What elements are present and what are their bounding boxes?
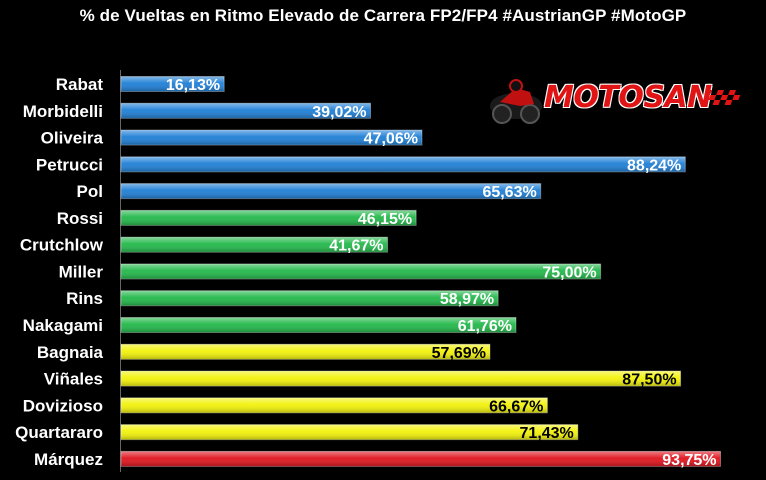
value-label: 46,15% [358, 211, 412, 228]
bar-shine [121, 237, 388, 253]
bar [120, 397, 548, 414]
bar-shine [121, 263, 601, 279]
bar [120, 236, 388, 253]
bar-shine [121, 156, 686, 172]
motosan-logo: MOTOSAN [486, 76, 746, 124]
category-label: Bagnaia [37, 343, 104, 362]
bar [120, 156, 686, 173]
bar [120, 424, 579, 441]
value-label: 16,13% [166, 77, 220, 94]
value-label: 41,67% [329, 238, 383, 255]
value-label: 39,02% [312, 104, 366, 121]
bar [120, 343, 491, 360]
category-label: Pol [77, 182, 103, 201]
bar-shine [121, 451, 721, 467]
category-label: Morbidelli [23, 102, 103, 121]
bar-shine [121, 317, 516, 333]
bar-shine [121, 130, 422, 146]
bar [120, 102, 372, 119]
category-label: Petrucci [36, 155, 103, 174]
category-label: Quartararo [15, 423, 103, 442]
bar [120, 263, 602, 280]
value-label: 87,50% [622, 372, 676, 389]
value-label: 66,67% [489, 398, 543, 415]
value-label: 61,76% [458, 318, 512, 335]
bar-shine [121, 424, 578, 440]
value-label: 65,63% [482, 184, 536, 201]
category-label: Crutchlow [20, 236, 104, 255]
bar-shine [121, 371, 681, 387]
value-label: 93,75% [662, 452, 716, 469]
bar [120, 129, 423, 146]
category-label: Viñales [44, 370, 103, 389]
bar [120, 317, 517, 334]
bar-shine [121, 397, 548, 413]
bar-shine [121, 344, 490, 360]
bar-shine [121, 103, 371, 119]
motorcycle-rider-icon [490, 79, 542, 124]
bar-shine [121, 183, 541, 199]
value-label: 71,43% [520, 425, 574, 442]
bar [120, 450, 722, 467]
checkered-flag-icon [700, 90, 741, 105]
value-label: 75,00% [542, 264, 596, 281]
bar-shine [121, 290, 499, 306]
bar [120, 183, 542, 200]
category-label: Rabat [56, 75, 104, 94]
bar-shine [121, 76, 225, 92]
category-label: Nakagami [23, 316, 103, 335]
category-label: Miller [59, 262, 104, 281]
category-label: Dovizioso [23, 396, 103, 415]
value-label: 58,97% [440, 291, 494, 308]
category-label: Oliveira [41, 129, 104, 148]
logo-text: MOTOSAN [544, 80, 712, 115]
category-label: Rossi [57, 209, 103, 228]
category-label: Rins [66, 289, 103, 308]
value-label: 57,69% [432, 345, 486, 362]
bar [120, 76, 225, 92]
bar [120, 290, 499, 307]
bar [120, 370, 682, 387]
bar-shine [121, 210, 417, 226]
bar [120, 209, 417, 226]
category-label: Márquez [34, 450, 103, 469]
value-label: 47,06% [364, 131, 418, 148]
value-label: 88,24% [627, 157, 681, 174]
chart-title: % de Vueltas en Ritmo Elevado de Carrera… [79, 6, 687, 25]
